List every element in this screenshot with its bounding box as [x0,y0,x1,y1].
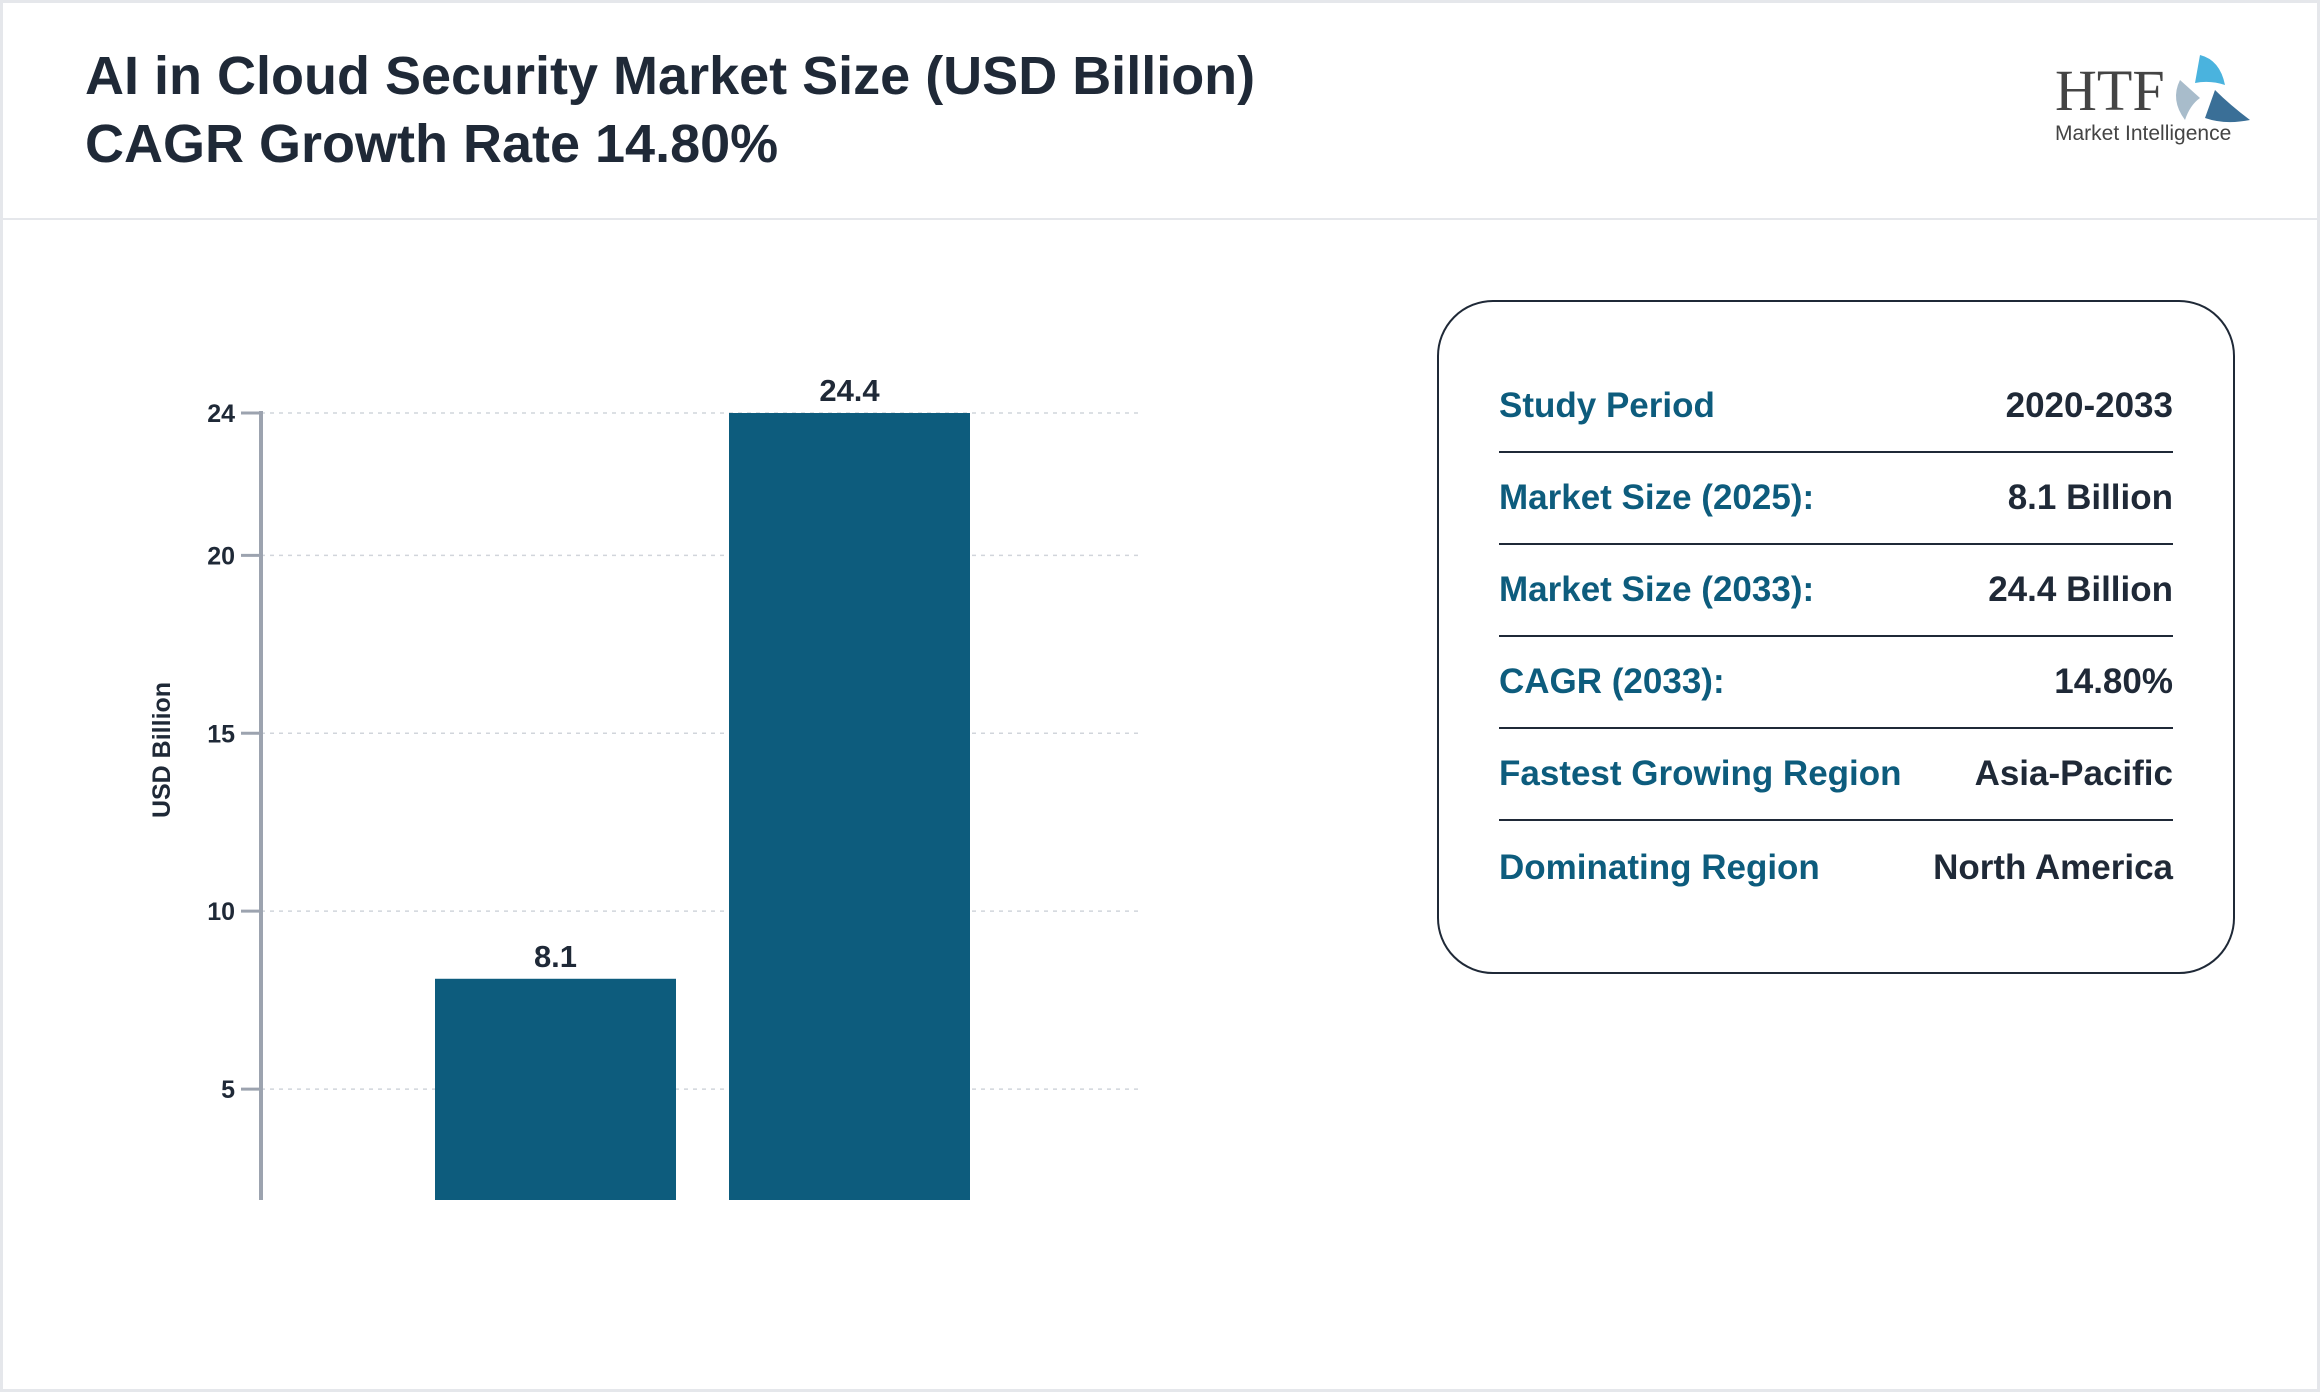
title-line-2: CAGR Growth Rate 14.80% [85,114,779,174]
bar-chart: 05101520248.1202524.42033USD Billion [148,373,1140,1200]
summary-label: CAGR (2033): [1499,662,1725,701]
svg-text:Market Intelligence: Market Intelligence [2055,122,2231,145]
summary-label: Market Size (2025): [1499,478,1815,517]
page-title: AI in Cloud Security Market Size (USD Bi… [85,42,1255,178]
y-tick-label: 10 [207,898,235,926]
summary-card: Study Period 2020-2033 Market Size (2025):… [1437,300,2235,974]
y-tick-label: 15 [207,720,235,748]
bar-2025 [435,978,676,1200]
data-label: 8.1 [534,939,577,974]
summary-value: Asia-Pacific [1974,754,2173,793]
bar-2033 [729,413,970,1200]
title-line-1: AI in Cloud Security Market Size (USD Bi… [85,46,1256,106]
y-tick-label: 24 [207,400,235,428]
summary-row: Fastest Growing Region Asia-Pacific [1499,729,2173,821]
y-tick-label: 20 [207,542,235,570]
summary-row: Market Size (2025): 8.1 Billion [1499,453,2173,545]
summary-value: 2020-2033 [2005,386,2173,425]
y-tick-label: 5 [221,1076,235,1104]
summary-value: 14.80% [2054,662,2173,701]
svg-text:HTF: HTF [2055,58,2165,123]
summary-label: Fastest Growing Region [1499,754,1902,793]
summary-label: Market Size (2033): [1499,570,1815,609]
summary-row: Market Size (2033): 24.4 Billion [1499,545,2173,637]
summary-value: North America [1933,848,2173,887]
summary-row: CAGR (2033): 14.80% [1499,637,2173,729]
header-divider [3,218,2317,220]
summary-label: Dominating Region [1499,848,1820,887]
summary-row: Dominating Region North America [1499,822,2173,914]
htf-logo: HTF Market Intelligence [2055,55,2250,145]
summary-label: Study Period [1499,386,1715,425]
data-label: 24.4 [819,373,880,408]
summary-row: Study Period 2020-2033 [1499,361,2173,453]
summary-value: 8.1 Billion [2007,478,2173,517]
summary-value: 24.4 Billion [1988,570,2173,609]
y-axis-label: USD Billion [148,682,176,818]
